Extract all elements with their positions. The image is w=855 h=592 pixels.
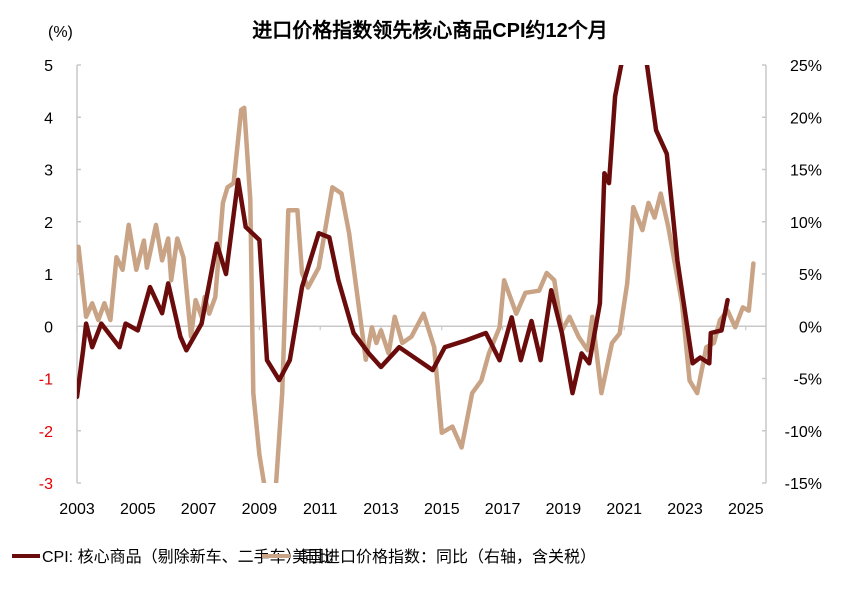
legend-label-cpi: CPI: 核心商品（剔除新车、二手车）同比 (42, 548, 334, 566)
x-tick-label: 2023 (667, 501, 703, 518)
x-tick-label: 2007 (181, 501, 217, 518)
import-price-index-line (77, 105, 756, 483)
x-tick-label: 2005 (120, 501, 156, 518)
right-tick-label: -10% (785, 424, 822, 441)
right-tick-label: -15% (785, 476, 822, 493)
left-tick-label: -1 (39, 372, 53, 389)
left-tick-label: 1 (44, 267, 53, 284)
left-tick-label: -2 (39, 424, 53, 441)
legend-label-import: 美国进口价格指数：同比（右轴，含关税） (292, 548, 596, 566)
right-tick-label: 0% (799, 319, 822, 336)
chart-title: 进口价格指数领先核心商品CPI约12个月 (252, 18, 608, 42)
x-tick-label: 2003 (59, 501, 95, 518)
x-tick-label: 2025 (728, 501, 764, 518)
left-tick-label: 0 (44, 319, 53, 336)
left-axis-unit: (%) (48, 24, 73, 41)
x-tick-label: 2017 (485, 501, 521, 518)
right-tick-label: 15% (790, 163, 822, 180)
x-tick-label: 2021 (606, 501, 642, 518)
left-tick-label: 5 (44, 58, 53, 75)
series-group (77, 65, 756, 483)
axes: 5 4 3 2 1 0 -1 -2 -3 25% 20% 15% 10% 5% 0% -5% -10% -15% 2… (39, 58, 822, 518)
right-tick-label: 10% (790, 215, 822, 232)
legend: CPI: 核心商品（剔除新车、二手车）同比 美国进口价格指数：同比（右轴，含关税… (12, 548, 596, 566)
left-tick-label: 4 (44, 110, 53, 127)
x-tick-label: 2015 (424, 501, 460, 518)
right-tick-label: 25% (790, 58, 822, 75)
right-tick-label: -5% (794, 372, 822, 389)
left-tick-label: 2 (44, 215, 53, 232)
x-tick-label: 2019 (546, 501, 582, 518)
x-tick-label: 2011 (303, 501, 338, 518)
x-tick-label: 2013 (363, 501, 399, 518)
left-tick-label: 3 (44, 163, 53, 180)
left-tick-label: -3 (39, 476, 53, 493)
core-goods-cpi-line (77, 65, 730, 400)
x-tick-label: 2009 (242, 501, 278, 518)
right-tick-label: 5% (799, 267, 822, 284)
right-tick-label: 20% (790, 110, 822, 127)
